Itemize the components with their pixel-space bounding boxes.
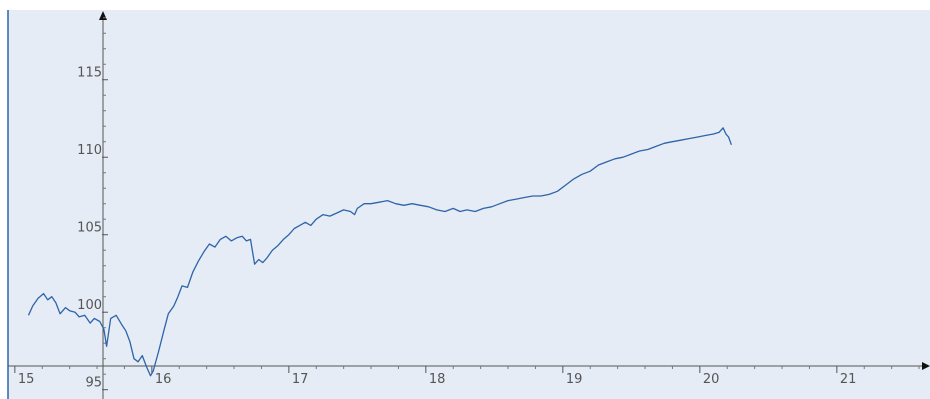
x-tick-label: 19 (566, 372, 583, 387)
y-tick-label: 100 (77, 298, 102, 313)
x-tick-label: 15 (18, 372, 35, 387)
x-tick-label: 20 (703, 372, 720, 387)
y-tick-label: 105 (77, 221, 102, 236)
x-tick-label: 16 (155, 372, 172, 387)
x-tick-label: 18 (429, 372, 446, 387)
series-line (27, 127, 733, 377)
x-axis-arrow-icon (922, 362, 930, 370)
tick-labels-layer: 15 16 17 18 19 20 21 95 100 105 110 115 (18, 66, 857, 391)
x-tick-label: 21 (840, 372, 857, 387)
x-tick-label: 17 (292, 372, 309, 387)
y-tick-label: 110 (77, 143, 102, 158)
series-layer (27, 127, 733, 377)
y-tick-label: 115 (77, 66, 102, 81)
plot-background (8, 10, 930, 399)
y-tick-label: 95 (85, 376, 102, 391)
